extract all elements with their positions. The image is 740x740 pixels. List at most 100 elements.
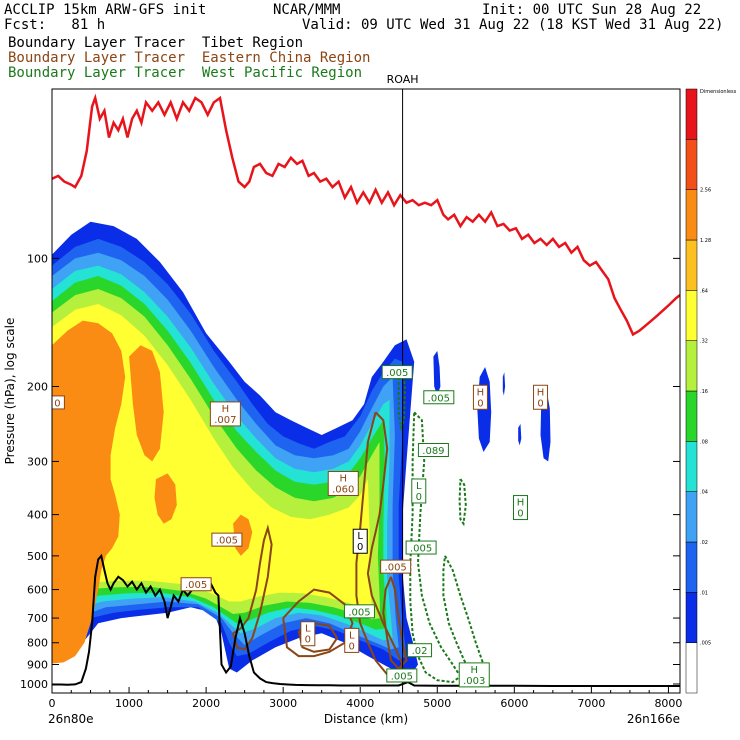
- x-tick-label: 0: [49, 697, 56, 710]
- hl-label-box: H.003: [458, 662, 490, 688]
- x-axis: 0 1000 2000 3000 4000 5000 6000 7000 8000: [49, 687, 682, 710]
- hl-value: .005: [391, 671, 413, 682]
- colorbar-level-label: .32: [700, 339, 708, 345]
- colorbar-segment: [685, 592, 698, 643]
- y-tick-label: 800: [27, 637, 48, 650]
- colorbar-segment: [685, 541, 698, 593]
- tracer-label-tibet: Boundary Layer Tracer Tibet Region: [8, 35, 304, 51]
- hl-label-box: .005: [405, 540, 437, 555]
- colorbar-level-label: 1.28: [700, 238, 711, 244]
- hl-value: .003: [463, 676, 485, 687]
- hl-value: .005: [428, 393, 450, 404]
- tracer-layer-9: [154, 473, 177, 524]
- hl-label-box: .005: [180, 577, 212, 592]
- colorbar-level-label: .005: [700, 641, 711, 647]
- colorbar-level-label: .02: [700, 540, 708, 546]
- hl-label-box: H.060: [327, 470, 359, 496]
- eastern-china-contour-2: [297, 622, 339, 653]
- forecast-hour: Fcst: 81 h: [4, 17, 106, 33]
- x-tick-label: 1000: [115, 697, 143, 710]
- hl-value: .02: [412, 646, 428, 657]
- hl-label-box: .005: [211, 532, 243, 547]
- colorbar-segment: [685, 189, 698, 241]
- hl-letter: H: [517, 498, 525, 509]
- model-title: ACCLIP 15km ARW-GFS init: [4, 2, 207, 18]
- hl-value: 0: [537, 398, 543, 409]
- x-tick-label: 5000: [423, 697, 451, 710]
- hl-letter: L: [349, 630, 355, 641]
- x-tick-label: 7000: [577, 697, 605, 710]
- tracer-island-4: [433, 350, 441, 396]
- hl-label-box: .02: [407, 643, 433, 658]
- hl-value: 0: [349, 641, 355, 652]
- hl-label-box: L0: [344, 627, 360, 653]
- hl-label-box: 0: [52, 395, 65, 410]
- hl-label-box: L0: [352, 528, 368, 554]
- y-axis-label: Pressure (hPa), log scale: [3, 318, 17, 465]
- eastern-china-contour-0: [232, 524, 273, 651]
- hl-letter: H: [537, 387, 545, 398]
- station-marker: ROAH: [387, 73, 419, 693]
- colorbar-title: Dimensionless: [700, 89, 737, 95]
- hl-value: 0: [54, 398, 60, 409]
- hl-value: .005: [216, 536, 238, 547]
- y-tick-label: 900: [27, 659, 48, 672]
- colorbar-level-label: .16: [700, 389, 708, 395]
- colorbar-level-label: .64: [700, 288, 708, 294]
- plot-frame: [51, 88, 681, 694]
- y-tick-label: 1000: [20, 678, 48, 691]
- y-tick-label: 600: [27, 584, 48, 597]
- center-label: NCAR/MMM: [273, 2, 341, 18]
- tracer-island-2: [502, 372, 506, 396]
- x-tick-label: 4000: [346, 697, 374, 710]
- colorbar-segment: [685, 88, 698, 140]
- hl-value: 0: [517, 509, 523, 520]
- x-start-label: 26n80e: [48, 712, 94, 726]
- hl-value: .060: [332, 484, 354, 495]
- hl-letter: L: [357, 531, 363, 542]
- west-pacific-contour-2: [458, 478, 467, 527]
- hl-value: .005: [385, 563, 407, 574]
- colorbar-segment: [685, 239, 698, 291]
- hl-letter: H: [340, 473, 348, 484]
- tibet-tracer-shading: [52, 221, 551, 677]
- colorbar-level-label: .01: [700, 590, 708, 596]
- hl-value: .005: [386, 368, 408, 379]
- colorbar-segment: [685, 340, 698, 392]
- hl-value: 0: [357, 542, 363, 553]
- colorbar-segment: [685, 290, 698, 341]
- station-marker-label: ROAH: [387, 73, 419, 86]
- y-tick-label: 300: [27, 455, 48, 468]
- hl-label-box: H0: [512, 495, 528, 521]
- hl-letter: H: [222, 404, 230, 415]
- hl-label-box: .005: [386, 668, 418, 683]
- hl-letter: H: [477, 387, 485, 398]
- colorbar-level-label: .04: [700, 490, 708, 496]
- tracer-label-eastern-china: Boundary Layer Tracer Eastern China Regi…: [8, 50, 371, 66]
- hl-value: .005: [348, 607, 370, 618]
- y-tick-label: 500: [27, 550, 48, 563]
- west-pacific-contours: [397, 366, 489, 684]
- hl-letter: L: [416, 481, 422, 492]
- x-axis-label: Distance (km): [324, 712, 408, 726]
- y-tick-label: 200: [27, 380, 48, 393]
- hl-value: 0: [305, 635, 311, 646]
- hl-value: 0: [416, 492, 422, 503]
- west-pacific-contour-1: [442, 555, 489, 682]
- colorbar-segment: [685, 441, 698, 492]
- hl-label-box: .005: [423, 390, 455, 405]
- x-end-label: 26n166e: [627, 712, 680, 726]
- tracer-label-west-pacific: Boundary Layer Tracer West Pacific Regio…: [8, 65, 363, 81]
- colorbar-segment: [685, 491, 698, 543]
- hl-letter: H: [470, 665, 478, 676]
- hl-label-box: H.007: [209, 401, 241, 427]
- tracer-island-3: [518, 424, 522, 446]
- y-axis: 100 200 300 400 500 600 700 800 900 1000: [20, 252, 680, 691]
- hl-value: .089: [422, 446, 444, 457]
- colorbar-segment: [685, 642, 698, 694]
- hl-label-box: L0: [300, 621, 316, 647]
- hl-label-box: H0: [533, 384, 549, 410]
- x-tick-label: 2000: [192, 697, 220, 710]
